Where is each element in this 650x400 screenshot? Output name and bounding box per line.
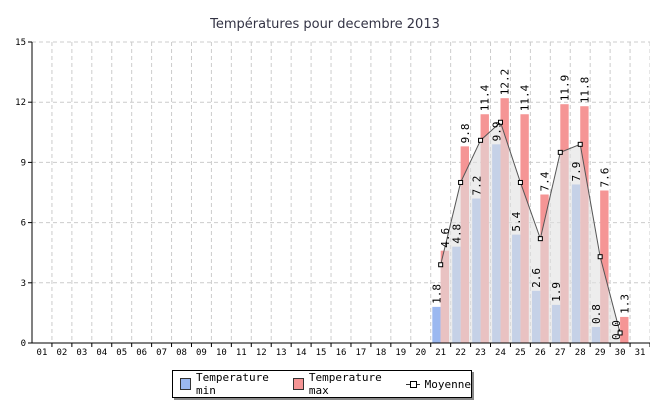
legend-label-avg: Moyenne xyxy=(424,377,471,391)
data-label-max: 1.3 xyxy=(618,294,631,314)
x-tick-label: 26 xyxy=(535,348,546,358)
x-tick-label: 21 xyxy=(435,348,446,358)
y-tick-label: 12 xyxy=(15,98,26,108)
x-tick-label: 11 xyxy=(236,348,247,358)
x-tick-label: 23 xyxy=(475,348,486,358)
legend-swatch-min xyxy=(180,378,192,390)
data-label-max: 11.9 xyxy=(558,75,571,102)
x-tick-label: 06 xyxy=(136,348,147,358)
avg-marker xyxy=(537,236,543,242)
x-tick-label: 16 xyxy=(336,348,347,358)
legend-label-max: Temperature max xyxy=(308,371,382,397)
x-tick-label: 04 xyxy=(96,348,107,358)
x-tick-label: 31 xyxy=(635,348,646,358)
data-label-min: 5.4 xyxy=(510,211,523,231)
x-tick-label: 24 xyxy=(495,348,506,358)
x-tick-label: 10 xyxy=(216,348,227,358)
data-label-min: 0.8 xyxy=(590,304,603,324)
x-tick-label: 03 xyxy=(76,348,87,358)
x-tick-label: 12 xyxy=(256,348,267,358)
x-tick-label: 02 xyxy=(56,348,67,358)
data-label-max: 4.6 xyxy=(439,228,452,248)
x-tick-label: 20 xyxy=(415,348,426,358)
x-tick-label: 30 xyxy=(615,348,626,358)
x-tick-label: 19 xyxy=(395,348,406,358)
data-label-min: 2.6 xyxy=(530,268,543,288)
data-label-max: 11.4 xyxy=(519,84,532,111)
legend-item-avg: Moyenne xyxy=(405,377,471,391)
data-label-min: 9.9 xyxy=(490,121,503,141)
y-tick-label: 0 xyxy=(21,339,26,349)
y-tick-label: 6 xyxy=(21,219,26,229)
x-tick-label: 25 xyxy=(515,348,526,358)
chart-title: Températures pour decembre 2013 xyxy=(209,17,440,32)
x-tick-label: 09 xyxy=(196,348,207,358)
data-label-min: 0.0 xyxy=(610,320,623,340)
x-tick-label: 01 xyxy=(37,348,48,358)
y-tick-label: 3 xyxy=(21,279,26,289)
x-tick-label: 05 xyxy=(116,348,127,358)
avg-line xyxy=(440,121,621,334)
x-tick-label: 14 xyxy=(296,348,307,358)
x-tick-label: 08 xyxy=(176,348,187,358)
data-label-min: 7.9 xyxy=(570,162,583,182)
data-label-min: 4.8 xyxy=(450,224,463,244)
avg-marker xyxy=(517,179,523,185)
x-tick-label: 15 xyxy=(316,348,327,358)
x-tick-label: 27 xyxy=(555,348,566,358)
avg-marker xyxy=(617,330,623,336)
x-tick-label: 18 xyxy=(375,348,386,358)
legend-item-min: Temperature min xyxy=(180,371,286,397)
data-label-max: 9.8 xyxy=(459,123,472,143)
avg-marker xyxy=(478,137,484,143)
x-tick-label: 28 xyxy=(575,348,586,358)
data-label-max: 11.8 xyxy=(578,77,591,104)
x-tick-label: 22 xyxy=(455,348,466,358)
legend: Temperature min Temperature max Moyenne xyxy=(172,370,472,398)
x-tick-label: 17 xyxy=(356,348,367,358)
legend-label-min: Temperature min xyxy=(196,371,269,397)
x-tick-label: 13 xyxy=(276,348,287,358)
legend-item-max: Temperature max xyxy=(292,371,399,397)
y-tick-label: 15 xyxy=(15,38,26,48)
avg-marker xyxy=(597,254,603,260)
avg-marker xyxy=(577,141,583,147)
y-tick-label: 9 xyxy=(21,158,26,168)
bar-min xyxy=(432,306,441,343)
data-label-min: 1.9 xyxy=(550,282,563,302)
x-tick-label: 29 xyxy=(595,348,606,358)
data-label-max: 7.4 xyxy=(539,171,552,191)
avg-marker xyxy=(438,262,444,268)
avg-marker xyxy=(497,119,503,125)
data-label-min: 1.8 xyxy=(430,284,443,304)
legend-line-avg xyxy=(405,380,420,388)
avg-marker xyxy=(458,179,464,185)
avg-marker xyxy=(557,149,563,155)
x-tick-label: 07 xyxy=(156,348,167,358)
data-label-min: 7.2 xyxy=(470,176,483,196)
bar-max xyxy=(600,190,609,343)
data-label-max: 7.6 xyxy=(598,168,611,188)
data-label-max: 11.4 xyxy=(479,84,492,111)
legend-swatch-max xyxy=(292,378,304,390)
avg-area xyxy=(440,122,621,344)
data-label-max: 12.2 xyxy=(499,69,512,95)
bar-max xyxy=(620,316,629,343)
